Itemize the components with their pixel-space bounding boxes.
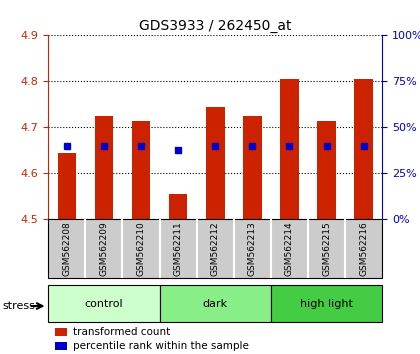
Bar (206, 107, 225, 219)
Text: GSM562214: GSM562214 (285, 221, 294, 276)
Bar (280, 79, 299, 219)
Bar (354, 79, 373, 219)
Bar (243, 116, 262, 219)
Text: stress: stress (2, 301, 35, 311)
Text: high light: high light (300, 298, 353, 309)
Text: GSM562213: GSM562213 (248, 221, 257, 276)
Bar (55, 342, 67, 350)
Text: GSM562211: GSM562211 (173, 221, 183, 276)
Text: GSM562215: GSM562215 (322, 221, 331, 276)
Bar (94, 116, 113, 219)
Bar (160, 285, 271, 322)
Bar (132, 121, 150, 219)
Text: transformed count: transformed count (74, 327, 171, 337)
Text: GSM562208: GSM562208 (62, 221, 71, 276)
Title: GDS3933 / 262450_at: GDS3933 / 262450_at (139, 19, 291, 33)
Bar (58, 153, 76, 219)
Text: GSM562210: GSM562210 (136, 221, 146, 276)
Text: percentile rank within the sample: percentile rank within the sample (74, 341, 249, 351)
Text: control: control (85, 298, 123, 309)
Bar (55, 327, 67, 336)
Bar (271, 285, 382, 322)
Text: GSM562216: GSM562216 (359, 221, 368, 276)
Text: GSM562212: GSM562212 (211, 221, 220, 276)
Bar (169, 194, 187, 219)
Bar (317, 121, 336, 219)
Bar (48, 285, 160, 322)
Text: dark: dark (203, 298, 228, 309)
Text: GSM562209: GSM562209 (100, 221, 108, 276)
